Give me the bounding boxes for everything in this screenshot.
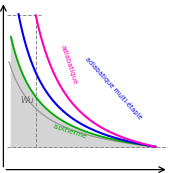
- Text: isotherme: isotherme: [52, 123, 87, 139]
- Text: adiabatique: adiabatique: [60, 44, 78, 85]
- Text: adiabatique multi-étaple: adiabatique multi-étaple: [84, 55, 144, 120]
- Text: Wu: Wu: [20, 96, 34, 105]
